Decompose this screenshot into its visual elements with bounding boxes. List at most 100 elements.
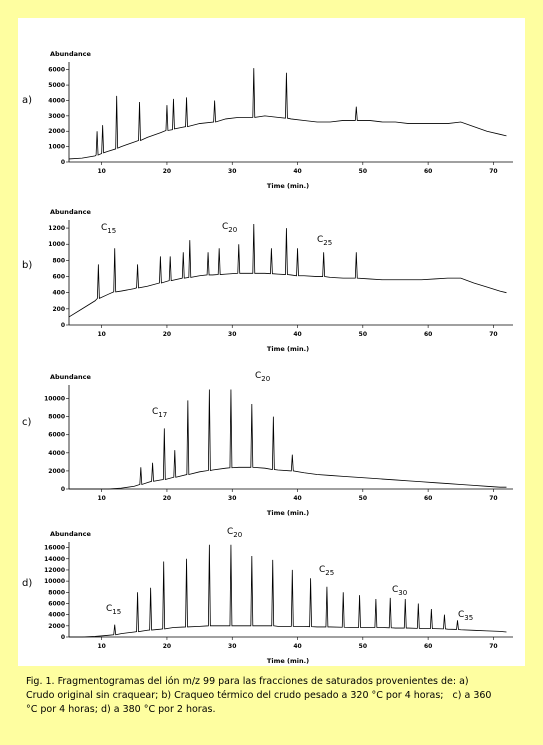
x-tick-label: 20 bbox=[163, 331, 171, 338]
panel-label: c) bbox=[22, 417, 31, 428]
x-axis-title: Time (min.) bbox=[267, 345, 309, 353]
annotation-subscript: 35 bbox=[464, 614, 473, 622]
annotation-subscript: 15 bbox=[112, 608, 121, 616]
x-tick-label: 50 bbox=[359, 168, 367, 175]
x-tick-label: 40 bbox=[293, 643, 301, 650]
y-tick-label: 6000 bbox=[48, 600, 65, 607]
y-tick-label: 200 bbox=[52, 306, 65, 313]
x-tick-label: 30 bbox=[228, 331, 236, 338]
peak-annotation: C20 bbox=[222, 222, 237, 234]
x-tick-label: 10 bbox=[97, 495, 105, 502]
x-axis-title: Time (min.) bbox=[267, 182, 309, 190]
trace-line bbox=[69, 544, 507, 638]
peak-annotation: C20 bbox=[255, 371, 270, 383]
x-tick-label: 30 bbox=[228, 643, 236, 650]
y-tick-label: 12000 bbox=[44, 567, 65, 574]
caption-line: Fig. 1. Fragmentogramas del ión m/z 99 p… bbox=[26, 676, 469, 687]
x-tick-label: 50 bbox=[359, 643, 367, 650]
y-tick-label: 6000 bbox=[48, 432, 65, 439]
annotation-text: C bbox=[458, 610, 464, 620]
x-tick-label: 70 bbox=[489, 643, 497, 650]
x-tick-label: 10 bbox=[97, 168, 105, 175]
x-tick-label: 70 bbox=[489, 495, 497, 502]
peak-annotation: C17 bbox=[152, 407, 167, 419]
y-tick-label: 0 bbox=[61, 322, 65, 329]
peak-annotation: C15 bbox=[106, 604, 121, 616]
y-tick-label: 0 bbox=[61, 634, 65, 641]
annotation-subscript: 20 bbox=[233, 531, 242, 539]
annotation-text: C bbox=[106, 604, 112, 614]
x-tick-label: 50 bbox=[359, 331, 367, 338]
trace-line bbox=[68, 68, 507, 160]
annotation-text: C bbox=[317, 235, 323, 245]
y-tick-label: 8000 bbox=[48, 589, 65, 596]
x-tick-label: 20 bbox=[163, 643, 171, 650]
y-tick-label: 3000 bbox=[48, 113, 65, 120]
caption-line: Crudo original sin craquear; b) Craqueo … bbox=[26, 690, 491, 701]
x-tick-label: 50 bbox=[359, 495, 367, 502]
peak-annotation: C20 bbox=[227, 527, 242, 539]
y-axis-title: Abundance bbox=[50, 208, 91, 216]
y-tick-label: 14000 bbox=[44, 556, 65, 563]
y-tick-label: 8000 bbox=[48, 414, 65, 421]
annotation-text: C bbox=[101, 223, 107, 233]
annotation-subscript: 20 bbox=[228, 226, 237, 234]
peak-annotation: C25 bbox=[319, 565, 334, 577]
annotation-subscript: 25 bbox=[325, 569, 334, 577]
y-tick-label: 1200 bbox=[48, 225, 65, 232]
annotation-text: C bbox=[227, 527, 233, 537]
y-tick-label: 6000 bbox=[48, 67, 65, 74]
annotation-subscript: 20 bbox=[261, 375, 270, 383]
x-tick-label: 30 bbox=[228, 495, 236, 502]
annotation-text: C bbox=[152, 407, 158, 417]
x-tick-label: 40 bbox=[293, 331, 301, 338]
x-axis-title: Time (min.) bbox=[267, 657, 309, 665]
annotation-subscript: 17 bbox=[158, 411, 167, 419]
x-tick-label: 60 bbox=[424, 495, 432, 502]
annotation-subscript: 30 bbox=[398, 589, 407, 597]
x-tick-label: 70 bbox=[489, 168, 497, 175]
y-tick-label: 2000 bbox=[48, 623, 65, 630]
x-tick-label: 60 bbox=[424, 168, 432, 175]
x-tick-label: 70 bbox=[489, 331, 497, 338]
peak-annotation: C30 bbox=[392, 585, 407, 597]
y-tick-label: 0 bbox=[61, 486, 65, 493]
y-axis-title: Abundance bbox=[50, 530, 91, 538]
y-tick-label: 2000 bbox=[48, 128, 65, 135]
x-axis-title: Time (min.) bbox=[267, 509, 309, 517]
y-tick-label: 400 bbox=[52, 290, 65, 297]
annotation-text: C bbox=[319, 565, 325, 575]
panel-label: d) bbox=[22, 578, 32, 589]
trace-line bbox=[69, 389, 507, 490]
y-tick-label: 800 bbox=[52, 257, 65, 264]
y-tick-label: 4000 bbox=[48, 97, 65, 104]
x-tick-label: 10 bbox=[97, 331, 105, 338]
peak-annotation: C25 bbox=[317, 235, 332, 247]
figure-panel bbox=[18, 18, 525, 666]
peak-annotation: C15 bbox=[101, 223, 116, 235]
x-tick-label: 60 bbox=[424, 331, 432, 338]
y-tick-label: 1000 bbox=[48, 241, 65, 248]
x-tick-label: 40 bbox=[293, 168, 301, 175]
caption-line: °C por 4 horas; d) a 380 °C por 2 horas. bbox=[26, 704, 215, 715]
y-tick-label: 4000 bbox=[48, 612, 65, 619]
y-tick-label: 16000 bbox=[44, 545, 65, 552]
trace-line bbox=[68, 224, 507, 318]
y-tick-label: 2000 bbox=[48, 468, 65, 475]
x-tick-label: 20 bbox=[163, 168, 171, 175]
x-tick-label: 30 bbox=[228, 168, 236, 175]
y-axis-title: Abundance bbox=[50, 373, 91, 381]
y-tick-label: 4000 bbox=[48, 450, 65, 457]
y-tick-label: 600 bbox=[52, 274, 65, 281]
annotation-text: C bbox=[222, 222, 228, 232]
x-tick-label: 40 bbox=[293, 495, 301, 502]
annotation-text: C bbox=[392, 585, 398, 595]
x-tick-label: 20 bbox=[163, 495, 171, 502]
y-tick-label: 10000 bbox=[44, 578, 65, 585]
y-tick-label: 5000 bbox=[48, 82, 65, 89]
x-tick-label: 60 bbox=[424, 643, 432, 650]
panel-label: a) bbox=[22, 95, 32, 106]
y-tick-label: 1000 bbox=[48, 144, 65, 151]
annotation-text: C bbox=[255, 371, 261, 381]
